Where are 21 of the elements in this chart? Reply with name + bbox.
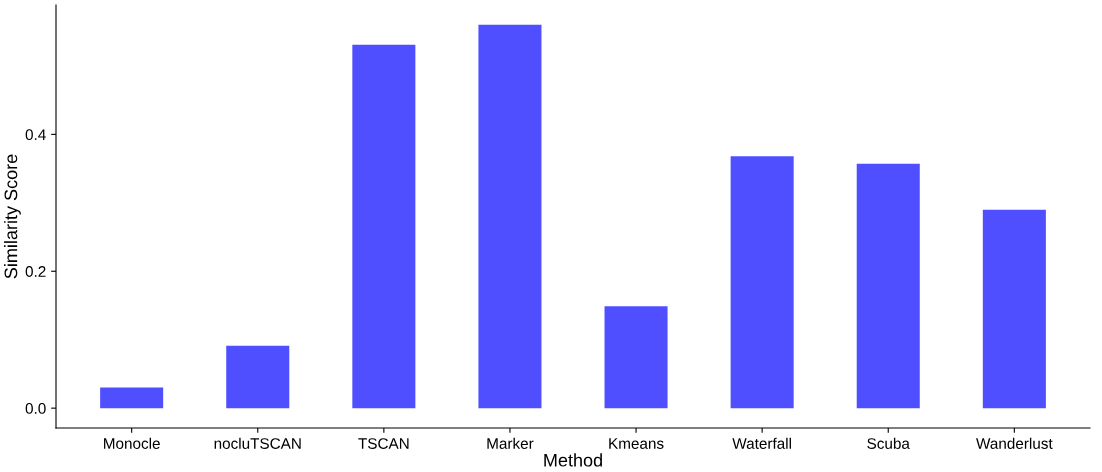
y-axis-title: Similarity Score — [4, 154, 21, 279]
bar — [100, 387, 164, 409]
bar — [982, 209, 1046, 409]
x-tick-label: TSCAN — [358, 438, 409, 449]
x-tick-label: Waterfall — [732, 437, 791, 449]
bar — [604, 306, 668, 409]
x-tick-label: nocluTSCAN — [214, 437, 301, 449]
bar — [730, 156, 794, 409]
x-tick-label: Monocle — [104, 437, 160, 449]
x-tick-label: Wanderlust — [976, 437, 1053, 449]
bar — [478, 24, 542, 409]
x-axis-title: Method — [544, 453, 602, 467]
x-tick-label: Scuba — [867, 437, 910, 449]
y-tick-label: 0.0 — [25, 403, 46, 414]
bar — [226, 345, 290, 409]
bar — [856, 163, 920, 409]
y-tick-label: 0.2 — [25, 266, 46, 277]
x-tick-label: Marker — [487, 437, 534, 449]
bar — [352, 44, 416, 409]
x-tick-label: Kmeans — [609, 438, 664, 449]
y-tick-label: 0.4 — [25, 129, 46, 141]
